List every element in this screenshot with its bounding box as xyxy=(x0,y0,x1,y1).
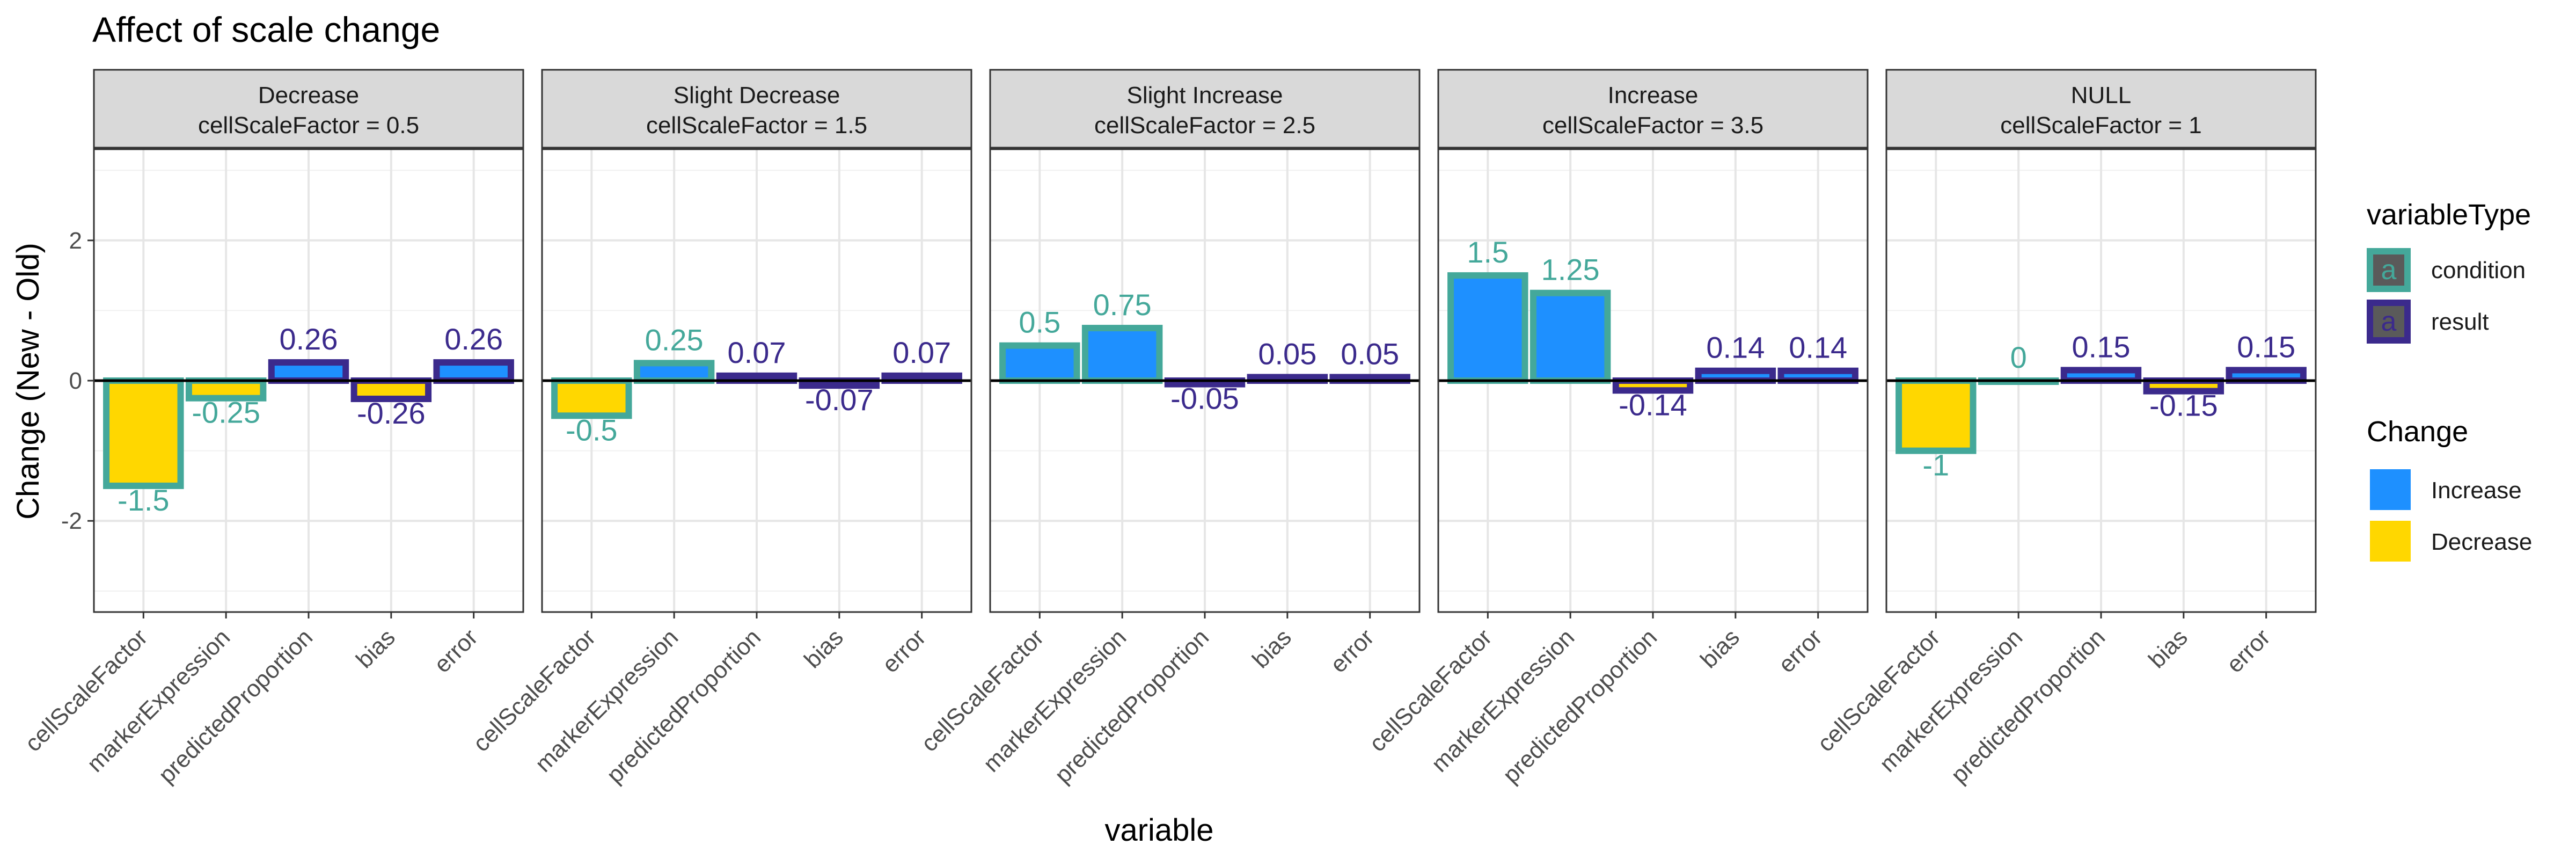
bar-markerExpression xyxy=(1081,325,1163,384)
data-label: 0.14 xyxy=(1706,331,1765,365)
facet-strip xyxy=(989,69,1421,149)
bar-error xyxy=(2226,367,2307,384)
bar-markerExpression xyxy=(1529,289,1611,384)
bar-markerExpression xyxy=(633,360,715,384)
data-label: 1.25 xyxy=(1541,253,1600,287)
data-label: -0.25 xyxy=(192,396,260,430)
data-label: 0.75 xyxy=(1093,288,1152,322)
bar-cellScaleFactor xyxy=(1896,377,1977,454)
y-axis: -2 0 2 xyxy=(61,228,94,534)
data-label: -1.5 xyxy=(118,483,170,517)
legend-title-variabletype: variableType xyxy=(2367,199,2531,231)
facet-strip xyxy=(541,69,972,149)
legend-glyph: a xyxy=(2381,254,2397,286)
bar-predictedProportion xyxy=(2060,367,2142,384)
bar-cellScaleFactor xyxy=(551,377,632,419)
legend-title-change: Change xyxy=(2367,416,2468,448)
legend-label-condition: condition xyxy=(2431,257,2526,283)
data-label: -0.14 xyxy=(1619,388,1687,421)
bar-cellScaleFactor xyxy=(103,377,184,489)
facet-strip-title: Slight Increase xyxy=(1126,82,1283,108)
facet-strip-title: NULL xyxy=(2071,82,2132,108)
y-tick-label: 2 xyxy=(69,228,82,254)
legend-key-decrease xyxy=(2370,521,2411,562)
data-label: 0.07 xyxy=(892,336,951,369)
facet-panel-3: Slight Increase cellScaleFactor = 2.5 0.5 0… xyxy=(916,69,1421,789)
legends: variableType a condition a result Change Incre… xyxy=(2367,199,2532,562)
data-label: -0.15 xyxy=(2149,389,2218,423)
data-label: 0.15 xyxy=(2072,330,2131,363)
data-label: 0.26 xyxy=(280,322,338,356)
data-label: 0.05 xyxy=(1341,337,1399,370)
facet-strip-title: Increase xyxy=(1608,82,1699,108)
facet-panel-2: Slight Decrease cellScaleFactor = 1.5 -0.5… xyxy=(468,69,972,789)
y-axis-title: Change (New - Old) xyxy=(11,243,46,520)
data-label: 0.05 xyxy=(1258,337,1316,370)
facet-strip xyxy=(93,69,524,149)
legend-key-result xyxy=(2367,300,2411,344)
data-label: 0.25 xyxy=(645,323,704,356)
bar-bias xyxy=(1695,367,1776,384)
facet-strip-subtitle: cellScaleFactor = 0.5 xyxy=(198,112,419,139)
data-label: -0.05 xyxy=(1170,382,1239,416)
y-tick-label: 0 xyxy=(69,368,82,394)
legend-key-condition xyxy=(2367,248,2411,292)
chart-title: Affect of scale change xyxy=(92,10,440,49)
data-label: -0.07 xyxy=(805,383,874,417)
facet-strip xyxy=(1885,69,2317,149)
data-label: 0.5 xyxy=(1019,305,1060,339)
legend-label-increase: Increase xyxy=(2431,477,2522,504)
data-label: -1 xyxy=(1922,448,1949,482)
facet-strip-title: Decrease xyxy=(258,82,359,108)
legend-glyph: a xyxy=(2381,306,2397,337)
bar-cellScaleFactor xyxy=(999,342,1080,384)
data-label: 0.14 xyxy=(1789,331,1847,365)
facet-strip xyxy=(1437,69,1869,149)
data-label: -0.26 xyxy=(357,396,426,430)
legend-key-increase xyxy=(2370,469,2411,510)
facet-strip-subtitle: cellScaleFactor = 3.5 xyxy=(1542,112,1763,139)
x-axis-title: variable xyxy=(1104,813,1213,848)
data-label: 1.5 xyxy=(1467,235,1509,269)
bar-error xyxy=(433,359,514,384)
data-label: 0.26 xyxy=(444,322,503,356)
data-label: 0.15 xyxy=(2237,330,2295,363)
bar-predictedProportion xyxy=(268,359,349,384)
legend-label-result: result xyxy=(2431,309,2489,335)
facet-strip-subtitle: cellScaleFactor = 1.5 xyxy=(646,112,867,139)
facet-strip-title: Slight Decrease xyxy=(674,82,840,108)
legend-label-decrease: Decrease xyxy=(2431,529,2532,555)
data-label: -0.5 xyxy=(566,413,618,447)
data-label: 0.07 xyxy=(728,336,786,369)
bar-error xyxy=(1777,367,1858,384)
facet-strip-subtitle: cellScaleFactor = 2.5 xyxy=(1094,112,1315,139)
y-tick-label: -2 xyxy=(61,508,82,534)
data-label: 0 xyxy=(2010,340,2027,374)
bar-cellScaleFactor xyxy=(1447,272,1528,384)
facet-strip-subtitle: cellScaleFactor = 1 xyxy=(2000,112,2201,139)
